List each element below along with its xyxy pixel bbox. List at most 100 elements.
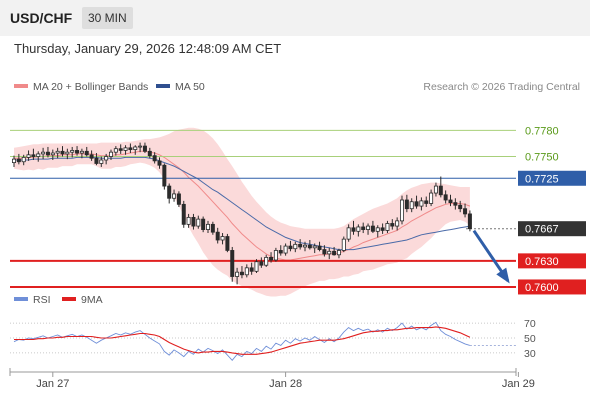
rsi-tick-70: 70: [524, 318, 536, 330]
x-tick-label: Jan 29: [502, 378, 535, 390]
x-tick-label: Jan 27: [36, 378, 69, 390]
candle-down: [361, 226, 366, 230]
candle-down: [75, 150, 80, 154]
candle-up: [429, 192, 434, 204]
candle-up: [399, 199, 404, 222]
candle-down: [45, 151, 50, 156]
candle-down: [84, 150, 89, 156]
candle-up: [113, 148, 118, 153]
level-label-box-0.7600: [518, 279, 586, 295]
candle-down: [467, 213, 472, 230]
candle-down: [176, 193, 181, 205]
level-label-0.7780: 0.7780: [525, 125, 559, 137]
candle-up: [293, 243, 298, 250]
candle-up: [254, 261, 259, 272]
legend-rsi-label: RSI: [33, 294, 51, 306]
candle-down: [60, 150, 65, 155]
candle-down: [269, 256, 274, 261]
candle-down: [147, 150, 152, 157]
candle-up: [172, 193, 177, 199]
candle-up: [55, 150, 60, 154]
candle-down: [118, 148, 123, 151]
candle-down: [230, 250, 235, 277]
legend-ma50-swatch: [156, 84, 170, 88]
bollinger-bands: [14, 127, 470, 297]
candle-down: [249, 267, 254, 272]
candle-down: [404, 199, 409, 210]
candle-up: [133, 146, 138, 150]
candle-down: [443, 194, 448, 201]
candle-up: [186, 216, 191, 225]
candle-up: [264, 256, 269, 266]
bollinger-band-area: [14, 127, 470, 297]
ma20-line: [14, 150, 471, 261]
candle-up: [312, 245, 317, 249]
candle-up: [50, 152, 55, 156]
candle-down: [288, 245, 293, 250]
candle-up: [302, 244, 307, 248]
rsi-series-9MA: [14, 326, 471, 355]
candle-down: [16, 158, 21, 163]
timeframe-button[interactable]: 30 MIN: [82, 7, 133, 29]
candle-down: [162, 164, 167, 187]
candle-down: [210, 223, 215, 233]
candle-up: [21, 156, 26, 163]
candle-down: [31, 154, 36, 157]
currency-pair-title: USD/CHF: [10, 10, 73, 26]
candle-up: [385, 223, 390, 231]
candle-up: [336, 250, 341, 256]
candle-down: [89, 154, 94, 159]
candle-up: [366, 225, 371, 230]
candle-down: [414, 201, 419, 207]
candle-down: [458, 204, 463, 210]
candle-down: [278, 250, 283, 254]
x-axis: Jan 27 Jan 28 Jan 29: [9, 368, 535, 390]
candle-up: [109, 151, 114, 157]
candle-down: [191, 216, 196, 227]
candle-down: [317, 245, 322, 250]
candle-down: [259, 261, 264, 266]
candle-up: [123, 147, 128, 151]
candle-up: [65, 151, 70, 155]
legend-ma20-label: MA 20 + Bollinger Bands: [33, 81, 148, 93]
legend-9ma-swatch: [62, 297, 76, 301]
candle-down: [370, 225, 375, 232]
candle-up: [70, 150, 75, 153]
candle-up: [244, 267, 249, 276]
candle-down: [322, 249, 327, 255]
level-label-0.7667: 0.7667: [525, 224, 559, 236]
candle-up: [375, 227, 380, 232]
candle-up: [36, 153, 41, 157]
candle-down: [390, 223, 395, 227]
candle-up: [433, 185, 438, 194]
candle-up: [409, 201, 414, 210]
level-label-0.7750: 0.7750: [525, 152, 559, 164]
level-label-box-0.7725: [518, 170, 586, 186]
x-tick-label: Jan 28: [269, 378, 302, 390]
candle-down: [307, 244, 312, 249]
candle-down: [332, 250, 337, 256]
candle-up: [346, 227, 351, 240]
candle-up: [341, 238, 346, 251]
candle-down: [380, 227, 385, 231]
candle-down: [215, 231, 220, 241]
candle-up: [196, 218, 201, 227]
level-label-0.7725: 0.7725: [525, 173, 559, 185]
candle-up: [235, 271, 240, 277]
legend-ma50-label: MA 50: [175, 81, 205, 93]
candle-down: [128, 147, 133, 150]
level-label-0.7630: 0.7630: [525, 256, 559, 268]
candle-down: [157, 160, 162, 166]
candle-down: [351, 227, 356, 232]
candle-down: [453, 202, 458, 206]
candle-up: [26, 154, 31, 158]
candle-down: [239, 271, 244, 276]
copyright-text: Research © 2026 Trading Central: [423, 81, 580, 93]
price-levels: [10, 129, 516, 288]
candle-down: [424, 200, 429, 204]
projection-arrowhead: [496, 267, 510, 284]
level-label-0.7600: 0.7600: [525, 282, 559, 294]
candle-up: [11, 158, 16, 164]
candle-down: [142, 145, 147, 152]
